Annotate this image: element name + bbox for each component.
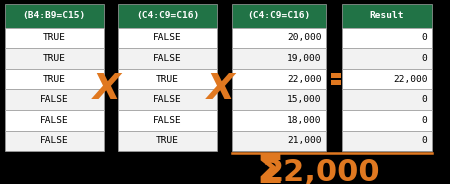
Text: 0: 0: [422, 54, 428, 63]
Text: 0: 0: [422, 137, 428, 145]
Text: 18,000: 18,000: [287, 116, 322, 125]
Text: TRUE: TRUE: [42, 33, 66, 42]
Text: TRUE: TRUE: [42, 75, 66, 84]
Bar: [331, 73, 341, 78]
Bar: [4, 4, 104, 28]
Bar: [232, 4, 326, 28]
Bar: [232, 69, 326, 89]
Text: 19,000: 19,000: [287, 54, 322, 63]
Text: X: X: [207, 72, 234, 106]
Text: FALSE: FALSE: [40, 116, 68, 125]
Text: FALSE: FALSE: [40, 95, 68, 104]
Text: 0: 0: [422, 95, 428, 104]
Text: TRUE: TRUE: [42, 54, 66, 63]
Text: FALSE: FALSE: [153, 95, 182, 104]
Text: (B4:B9=C15): (B4:B9=C15): [22, 11, 86, 20]
Bar: [118, 69, 217, 89]
Bar: [342, 48, 432, 69]
Bar: [232, 48, 326, 69]
Text: X: X: [93, 72, 121, 106]
Bar: [232, 131, 326, 151]
Bar: [118, 28, 217, 48]
Text: 22,000: 22,000: [393, 75, 428, 84]
Bar: [118, 110, 217, 131]
Bar: [232, 89, 326, 110]
Text: 0: 0: [422, 116, 428, 125]
Bar: [232, 28, 326, 48]
Bar: [118, 131, 217, 151]
Bar: [4, 89, 104, 110]
Bar: [4, 69, 104, 89]
Bar: [4, 110, 104, 131]
Text: TRUE: TRUE: [156, 75, 179, 84]
Bar: [342, 4, 432, 28]
Text: TRUE: TRUE: [156, 137, 179, 145]
Text: 20,000: 20,000: [287, 33, 322, 42]
Bar: [118, 89, 217, 110]
Bar: [342, 89, 432, 110]
Bar: [4, 131, 104, 151]
Text: 15,000: 15,000: [287, 95, 322, 104]
Bar: [342, 110, 432, 131]
Bar: [118, 48, 217, 69]
Text: Σ: Σ: [256, 153, 284, 184]
Text: (C4:C9=C16): (C4:C9=C16): [136, 11, 199, 20]
Bar: [342, 131, 432, 151]
Text: FALSE: FALSE: [153, 33, 182, 42]
Text: 22,000: 22,000: [287, 75, 322, 84]
Text: FALSE: FALSE: [40, 137, 68, 145]
Bar: [4, 48, 104, 69]
Text: FALSE: FALSE: [153, 54, 182, 63]
Bar: [331, 80, 341, 85]
Text: 0: 0: [422, 33, 428, 42]
Bar: [232, 110, 326, 131]
Text: Result: Result: [370, 11, 404, 20]
Bar: [118, 4, 217, 28]
Bar: [4, 28, 104, 48]
Bar: [342, 28, 432, 48]
Text: 22,000: 22,000: [263, 158, 381, 184]
Text: FALSE: FALSE: [153, 116, 182, 125]
Bar: [342, 69, 432, 89]
Text: (C4:C9=C16): (C4:C9=C16): [248, 11, 310, 20]
Text: 21,000: 21,000: [287, 137, 322, 145]
